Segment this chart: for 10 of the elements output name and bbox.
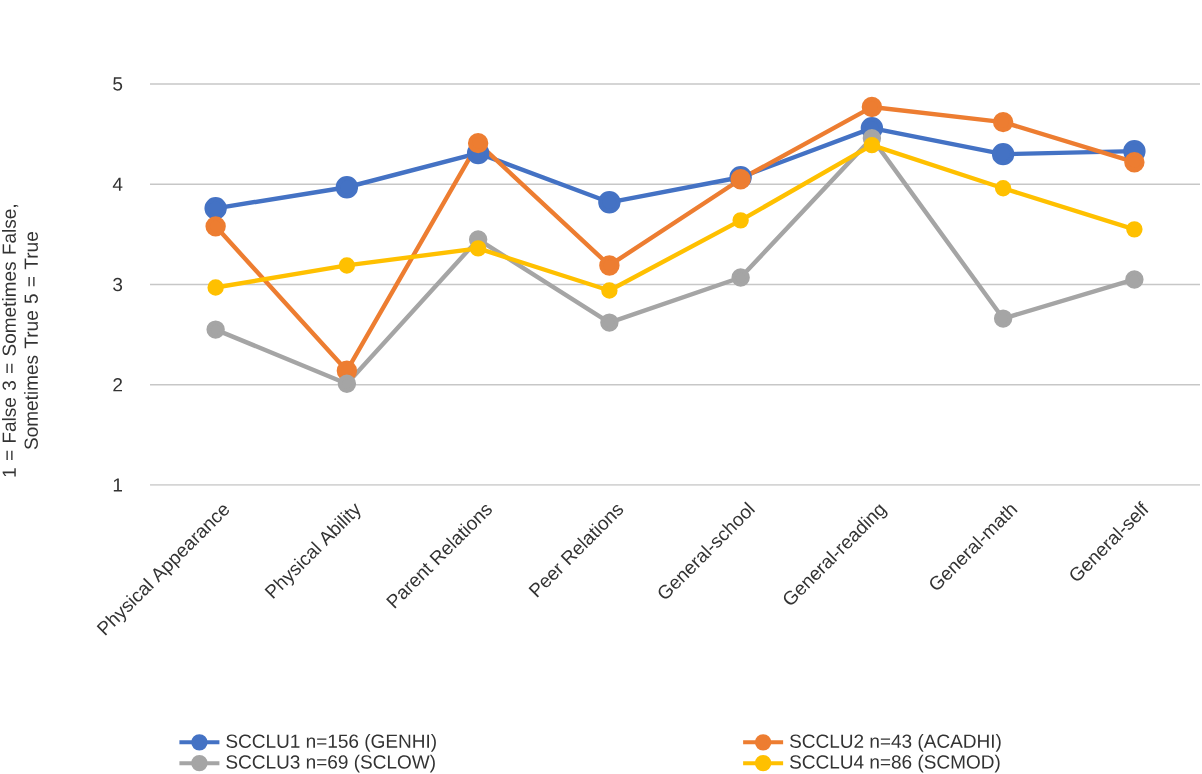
y-axis-title: 1 = False 3 = Sometimes False, Sometimes True 5 = True <box>1 205 38 477</box>
y-tick-label: 1 <box>113 478 123 492</box>
y-tick-label: 5 <box>113 77 123 91</box>
y-tick-label: 4 <box>112 177 123 191</box>
legend-label: SCCLU1 n=156 (GENHI) <box>226 733 436 752</box>
y-tick-label: 2 <box>113 378 123 392</box>
y-tick-label: 3 <box>113 277 123 292</box>
legend-label: SCCLU3 n=69 (SCLOW) <box>226 754 435 773</box>
legend-label: SCCLU2 n=43 (ACADHI) <box>790 733 1001 752</box>
legend-label: SCCLU4 n=86 (SCMOD) <box>790 754 1000 773</box>
